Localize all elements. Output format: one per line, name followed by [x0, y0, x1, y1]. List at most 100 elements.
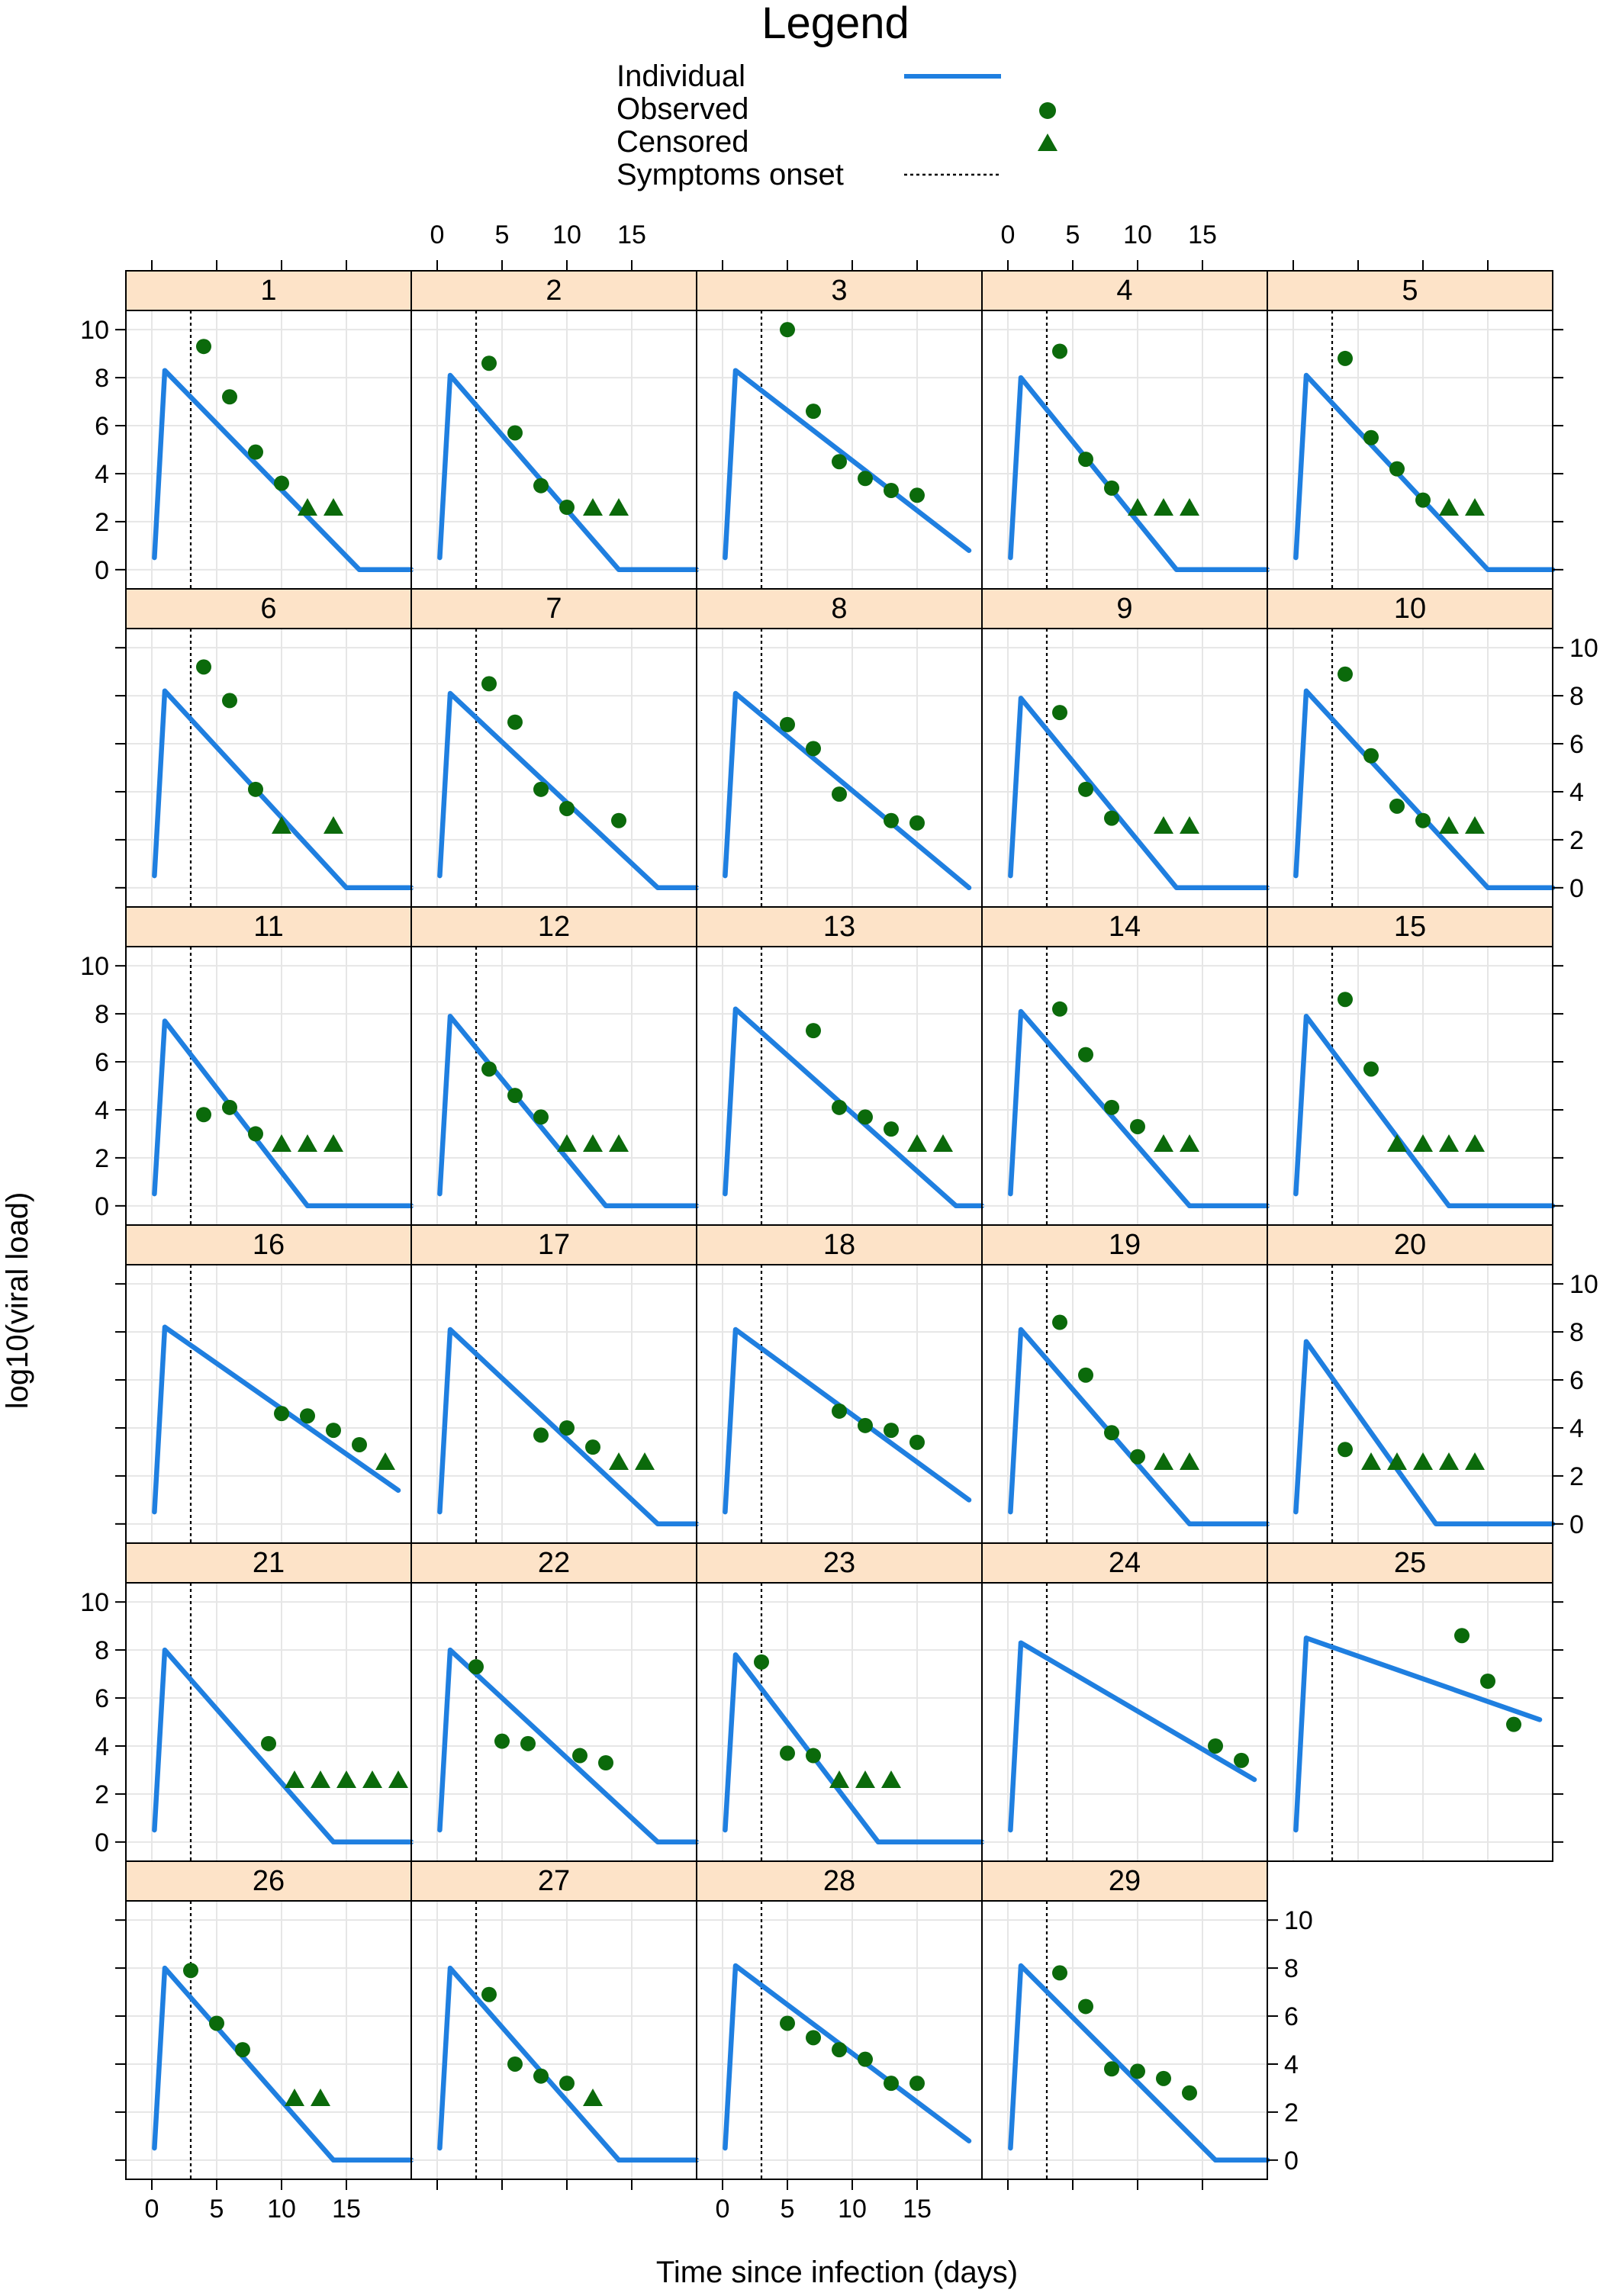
individual-curve: [1008, 696, 1270, 891]
observed-point: [481, 1986, 497, 2002]
legend-label: Symptoms onset: [616, 158, 844, 191]
panel-29: 29: [981, 1860, 1270, 2180]
observed-point: [196, 659, 211, 675]
panel-strip-label: 9: [1116, 593, 1132, 625]
panel-frame: [696, 946, 983, 1226]
panel-strip-label: 14: [1109, 911, 1141, 943]
observed-point: [507, 714, 523, 730]
panel-18: 18: [696, 1224, 983, 1544]
x-tick-label: 15: [332, 2195, 361, 2224]
y-tick-label: 6: [95, 1048, 109, 1077]
panel-3: 3: [696, 270, 983, 590]
observed-point: [1338, 350, 1353, 366]
legend-title: Legend: [761, 0, 909, 48]
y-tick-label: 2: [1569, 826, 1584, 855]
observed-point: [780, 1745, 795, 1761]
observed-point: [754, 1654, 769, 1670]
observed-point: [507, 1088, 523, 1104]
observed-point: [884, 1423, 899, 1439]
observed-point: [274, 1406, 289, 1422]
y-tick-label: 10: [80, 1588, 109, 1617]
censored-point: [933, 1134, 953, 1153]
observed-point: [1363, 748, 1379, 764]
censored-point: [311, 2089, 330, 2107]
observed-point: [780, 2015, 795, 2031]
observed-point: [481, 355, 497, 371]
y-tick-label: 0: [95, 1192, 109, 1221]
censored-point: [1439, 1452, 1459, 1471]
observed-point: [533, 478, 549, 494]
panel-16: 16: [125, 1224, 412, 1544]
censored-point: [1361, 1452, 1381, 1471]
observed-point: [1454, 1628, 1470, 1644]
x-tick-label: 5: [1066, 220, 1080, 249]
y-tick-label: 2: [95, 1780, 109, 1809]
censored-point: [583, 498, 603, 516]
observed-point: [222, 389, 237, 405]
censored-point: [1439, 1134, 1459, 1153]
panel-frame: [125, 1264, 412, 1544]
individual-curve: [1293, 1635, 1543, 1833]
panel-frame: [981, 1582, 1268, 1862]
censored-point: [1465, 1134, 1485, 1153]
panel-frame: [410, 946, 697, 1226]
observed-point: [806, 2030, 821, 2046]
observed-point: [248, 444, 263, 460]
legend-triangle-icon: [1038, 133, 1057, 151]
panel-strip-label: 22: [538, 1547, 570, 1579]
panel-frame: [410, 1900, 697, 2180]
panel-frame: [981, 946, 1268, 1226]
panel-frame: [410, 1264, 697, 1544]
observed-point: [1234, 1752, 1249, 1768]
y-tick-label: 10: [1569, 634, 1598, 663]
panel-frame: [410, 628, 697, 908]
censored-point: [1154, 498, 1173, 516]
observed-point: [481, 1061, 497, 1077]
observed-point: [1506, 1716, 1521, 1732]
individual-curve: [1008, 1008, 1270, 1209]
individual-curve: [723, 1652, 985, 1845]
panel-strip-label: 23: [823, 1547, 855, 1579]
panel-strip-label: 24: [1109, 1547, 1141, 1579]
panel-22: 22: [410, 1542, 700, 1862]
censored-point: [336, 1770, 356, 1789]
panel-frame: [696, 1900, 983, 2180]
censored-point: [609, 1134, 629, 1153]
y-tick-label: 8: [1569, 682, 1584, 711]
observed-point: [183, 1963, 198, 1979]
censored-point: [1439, 498, 1459, 516]
panel-frame: [1267, 946, 1553, 1226]
legend-label: Observed: [616, 92, 748, 126]
observed-point: [1078, 452, 1093, 468]
observed-point: [248, 1126, 263, 1142]
individual-curve: [1008, 1640, 1257, 1833]
panel-frame: [125, 628, 412, 908]
panel-strip-label: 28: [823, 1865, 855, 1897]
panel-strip: [981, 588, 1268, 629]
observed-point: [533, 2068, 549, 2084]
censored-point: [375, 1452, 395, 1471]
panel-4: 4: [981, 270, 1270, 590]
censored-point: [1180, 1134, 1199, 1153]
observed-point: [806, 741, 821, 757]
observed-point: [1078, 1367, 1093, 1383]
censored-point: [285, 1770, 304, 1789]
observed-point: [1415, 812, 1431, 828]
y-tick-label: 2: [95, 1144, 109, 1173]
censored-point: [1180, 498, 1199, 516]
x-tick-label: 0: [716, 2195, 730, 2224]
observed-point: [884, 1121, 899, 1137]
individual-curve: [437, 1326, 700, 1527]
x-tick-label: 15: [1188, 220, 1217, 249]
panel-frame: [410, 310, 697, 590]
observed-point: [1104, 2061, 1119, 2077]
observed-point: [1363, 429, 1379, 445]
y-tick-label: 6: [95, 1684, 109, 1713]
y-tick-label: 0: [1284, 2146, 1299, 2175]
x-tick-label: 5: [210, 2195, 224, 2224]
y-tick-label: 10: [1569, 1270, 1598, 1299]
observed-point: [884, 812, 899, 828]
censored-point: [1387, 1452, 1407, 1471]
observed-point: [806, 1023, 821, 1039]
y-tick-label: 6: [1284, 2002, 1299, 2031]
